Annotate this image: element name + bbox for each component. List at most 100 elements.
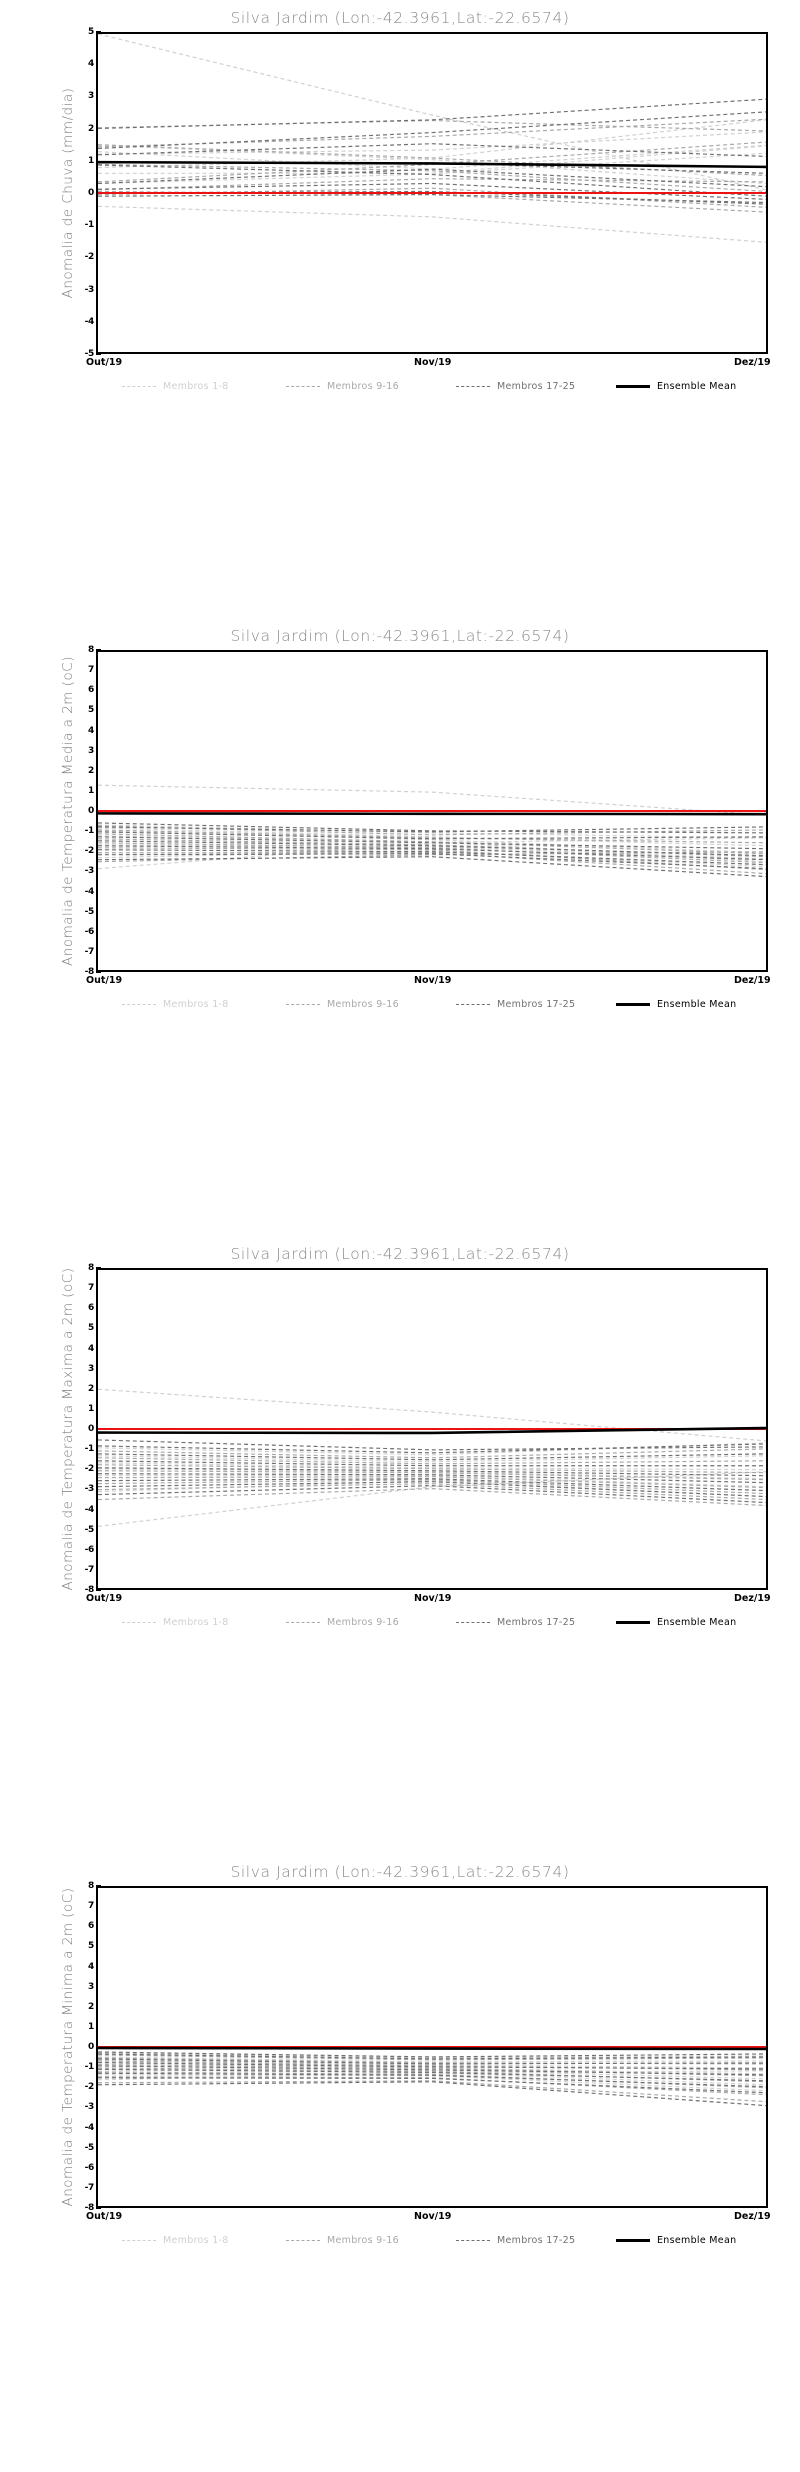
member-series-line xyxy=(98,1485,766,1504)
x-axis-tick-label: Nov/19 xyxy=(414,975,452,986)
y-axis-tick-label: 0 xyxy=(88,806,94,816)
y-axis-tick-label: 3 xyxy=(88,91,94,102)
legend-swatch-line xyxy=(286,1621,320,1623)
legend-label: Membros 17-25 xyxy=(497,998,576,1010)
y-axis-tick-label: -7 xyxy=(84,1564,95,1575)
x-axis-tick-label: Dez/19 xyxy=(734,357,771,368)
chart-panel-4: Silva Jardim (Lon:-42.3961,Lat:-22.6574)… xyxy=(0,1854,800,2472)
legend-swatch-line xyxy=(616,2238,650,2242)
legend-label: Membros 9-16 xyxy=(327,1616,399,1628)
member-series-line xyxy=(98,2054,766,2061)
legend-label: Membros 9-16 xyxy=(327,2234,399,2246)
y-axis-tick-label: 3 xyxy=(88,1981,94,1992)
legend-swatch-line xyxy=(122,1003,156,1005)
y-axis-tick-mark xyxy=(96,353,101,355)
member-series-line xyxy=(98,2051,766,2058)
legend-item[interactable]: Membros 9-16 xyxy=(286,1617,399,1628)
legend-item[interactable]: Membros 9-16 xyxy=(286,2235,399,2246)
y-axis-tick-label: -8 xyxy=(84,967,95,977)
member-series-line xyxy=(98,144,766,185)
chart-panel-3: Silva Jardim (Lon:-42.3961,Lat:-22.6574)… xyxy=(0,1236,800,1854)
legend-label: Membros 1-8 xyxy=(163,2234,229,2246)
legend-item[interactable]: Membros 1-8 xyxy=(122,2235,229,2246)
member-series-line xyxy=(98,1473,766,1484)
member-series-line xyxy=(98,2065,766,2076)
y-axis-tick-label: 2 xyxy=(88,765,94,776)
chart-legend: Membros 1-8 Membros 9-16 Membros 17-25 Ense… xyxy=(96,996,768,1012)
member-series-line xyxy=(98,2062,766,2075)
y-axis-tick-label: 7 xyxy=(88,1283,94,1294)
member-series-line xyxy=(98,1468,766,1480)
legend-item[interactable]: Membros 9-16 xyxy=(286,381,399,392)
legend-item[interactable]: Membros 17-25 xyxy=(456,999,575,1010)
legend-swatch-line xyxy=(616,1002,650,1006)
y-axis-tick-label: 3 xyxy=(88,1363,94,1374)
legend-label: Membros 17-25 xyxy=(497,380,576,392)
member-series-line xyxy=(98,168,766,188)
y-axis-tick-label: 1 xyxy=(88,2021,94,2032)
y-axis-tick-label: 6 xyxy=(88,1921,94,1932)
legend-label: Membros 1-8 xyxy=(163,380,229,392)
legend-label: Membros 1-8 xyxy=(163,1616,229,1628)
y-axis-label: Anomalia de Chuva (mm/dia) xyxy=(60,87,76,299)
legend-item[interactable]: Ensemble Mean xyxy=(616,1617,736,1628)
legend-item[interactable]: Membros 1-8 xyxy=(122,381,229,392)
legend-label: Ensemble Mean xyxy=(657,998,737,1010)
member-series-line xyxy=(98,824,766,839)
chart-legend: Membros 1-8 Membros 9-16 Membros 17-25 Ense… xyxy=(96,378,768,394)
panel-title: Silva Jardim (Lon:-42.3961,Lat:-22.6574) xyxy=(230,627,570,645)
legend-label: Ensemble Mean xyxy=(657,1616,737,1628)
y-axis-tick-label: 8 xyxy=(88,645,94,655)
member-series-line xyxy=(98,1481,766,1498)
legend-item[interactable]: Membros 17-25 xyxy=(456,381,575,392)
y-axis-tick-label: -2 xyxy=(84,1464,95,1475)
legend-item[interactable]: Membros 1-8 xyxy=(122,1617,229,1628)
member-series-line xyxy=(98,193,766,204)
legend-item[interactable]: Membros 1-8 xyxy=(122,999,229,1010)
member-series-line xyxy=(98,1483,766,1501)
member-series-line xyxy=(98,163,766,193)
y-axis-label: Anomalia de Temperatura Minima a 2m (oC) xyxy=(60,1887,76,2207)
y-axis-tick-label: 7 xyxy=(88,1901,94,1912)
member-series-line xyxy=(98,111,766,150)
legend-swatch-line xyxy=(456,2239,490,2241)
member-series-line xyxy=(98,826,766,833)
y-axis-tick-label: -8 xyxy=(84,2203,95,2213)
y-axis-tick-label: -6 xyxy=(84,1544,95,1555)
y-axis-tick-label: 1 xyxy=(88,785,94,796)
legend-swatch-line xyxy=(616,1620,650,1624)
member-series-line xyxy=(98,1479,766,1495)
y-axis-tick-mark xyxy=(96,2207,101,2209)
member-series-line xyxy=(98,2061,766,2070)
member-series-line xyxy=(98,847,766,871)
ensemble-mean-line xyxy=(98,160,766,169)
member-series-line xyxy=(98,1464,766,1474)
legend-item[interactable]: Ensemble Mean xyxy=(616,2235,736,2246)
chart-legend: Membros 1-8 Membros 9-16 Membros 17-25 Ense… xyxy=(96,2232,768,2248)
y-axis-tick-label: -8 xyxy=(84,1585,95,1595)
legend-item[interactable]: Membros 9-16 xyxy=(286,999,399,1010)
legend-item[interactable]: Membros 17-25 xyxy=(456,1617,575,1628)
x-axis-tick-label: Out/19 xyxy=(86,2211,123,2222)
plot-area xyxy=(96,1268,768,1590)
ensemble-mean-line xyxy=(98,1426,766,1435)
legend-item[interactable]: Ensemble Mean xyxy=(616,381,736,392)
y-axis-tick-label: 2 xyxy=(88,1383,94,1394)
legend-swatch-line xyxy=(456,1003,490,1005)
x-axis-tick-label: Out/19 xyxy=(86,357,123,368)
y-axis-tick-label: 7 xyxy=(88,665,94,676)
ensemble-mean-line xyxy=(98,812,766,816)
y-axis-tick-label: 8 xyxy=(88,1263,94,1273)
legend-item[interactable]: Membros 17-25 xyxy=(456,2235,575,2246)
member-series-line xyxy=(98,1488,766,1507)
member-series-line xyxy=(98,827,766,847)
legend-item[interactable]: Ensemble Mean xyxy=(616,999,736,1010)
y-axis-label: Anomalia de Temperatura Media a 2m (oC) xyxy=(60,656,76,966)
y-axis-tick-label: -2 xyxy=(84,846,95,857)
member-series-line xyxy=(98,2081,766,2107)
y-axis-tick-label: 4 xyxy=(88,59,94,70)
y-axis-tick-label: -3 xyxy=(84,1484,95,1495)
legend-label: Ensemble Mean xyxy=(657,380,737,392)
y-axis-tick-label: -5 xyxy=(84,1524,95,1535)
legend-swatch-line xyxy=(616,384,650,388)
